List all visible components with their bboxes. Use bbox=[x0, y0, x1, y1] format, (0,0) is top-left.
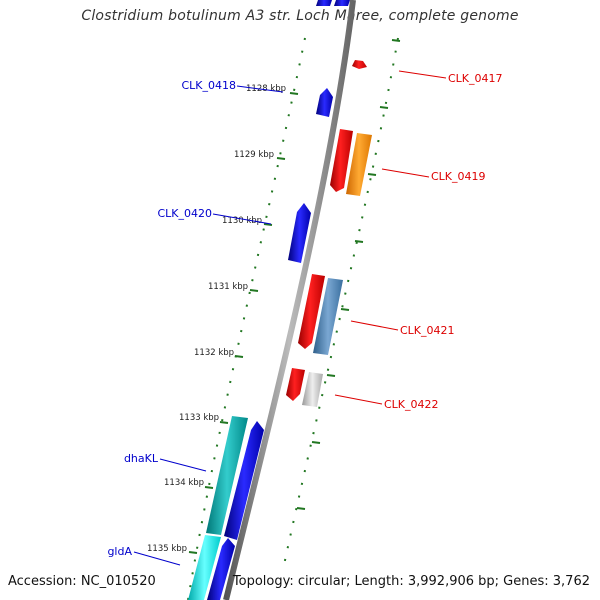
gene-arrow-clk-0421 bbox=[298, 274, 325, 349]
gene-label-glda: gldA bbox=[107, 545, 132, 558]
accession-text: Accession: NC_010520 bbox=[8, 574, 156, 589]
gene-label-clk-0418: CLK_0418 bbox=[181, 79, 236, 92]
gene-clk-0422-track-2 bbox=[302, 372, 323, 407]
gene-arrow-clk-0418 bbox=[316, 88, 333, 117]
tick-label-1129: 1129 kbp bbox=[234, 150, 274, 160]
gene-arrow-clk-0420 bbox=[288, 203, 311, 263]
gene-arrow-dhakl bbox=[224, 421, 264, 540]
outer-tick-marks bbox=[296, 39, 401, 510]
gene-glda-track-2 bbox=[188, 535, 221, 600]
gene-arrow-clk-0419 bbox=[330, 129, 353, 192]
gene-arrow-glda bbox=[207, 538, 235, 600]
gene-dhakl-track-2 bbox=[206, 416, 248, 535]
outer-ruler bbox=[283, 37, 399, 566]
gene-label-dhakl: dhaKL bbox=[124, 452, 159, 465]
topology-text: Topology: circular; Length: 3,992,906 bp… bbox=[232, 574, 590, 589]
gene-label-clk-0417: CLK_0417 bbox=[448, 72, 503, 85]
tick-label-1130: 1130 kbp bbox=[222, 216, 262, 226]
gene-label-clk-0422: CLK_0422 bbox=[384, 398, 439, 411]
gene-arrow-clk-0417 bbox=[352, 60, 367, 69]
genome-backbone bbox=[223, 0, 356, 600]
partial-feature-top-left bbox=[316, 0, 332, 6]
partial-feature-top-right bbox=[334, 0, 350, 6]
gene-arrow-clk-0422 bbox=[286, 368, 305, 401]
tick-label-1131: 1131 kbp bbox=[208, 282, 248, 292]
label-leader-lines bbox=[133, 70, 447, 566]
gene-label-clk-0419: CLK_0419 bbox=[431, 170, 486, 183]
gene-clk-0419-track-2 bbox=[346, 133, 372, 196]
gene-clk-0421-track-2 bbox=[313, 278, 343, 355]
tick-label-1134: 1134 kbp bbox=[164, 478, 204, 488]
tick-label-1132: 1132 kbp bbox=[194, 348, 234, 358]
gene-label-clk-0421: CLK_0421 bbox=[400, 324, 455, 337]
tick-label-1133: 1133 kbp bbox=[179, 413, 219, 423]
tick-label-1135: 1135 kbp bbox=[147, 544, 187, 554]
map-title: Clostridium botulinum A3 str. Loch Maree… bbox=[81, 8, 519, 24]
gene-label-clk-0420: CLK_0420 bbox=[157, 207, 212, 220]
inner-tick-marks bbox=[188, 92, 299, 554]
tick-label-1128: 1128 kbp bbox=[246, 84, 286, 94]
